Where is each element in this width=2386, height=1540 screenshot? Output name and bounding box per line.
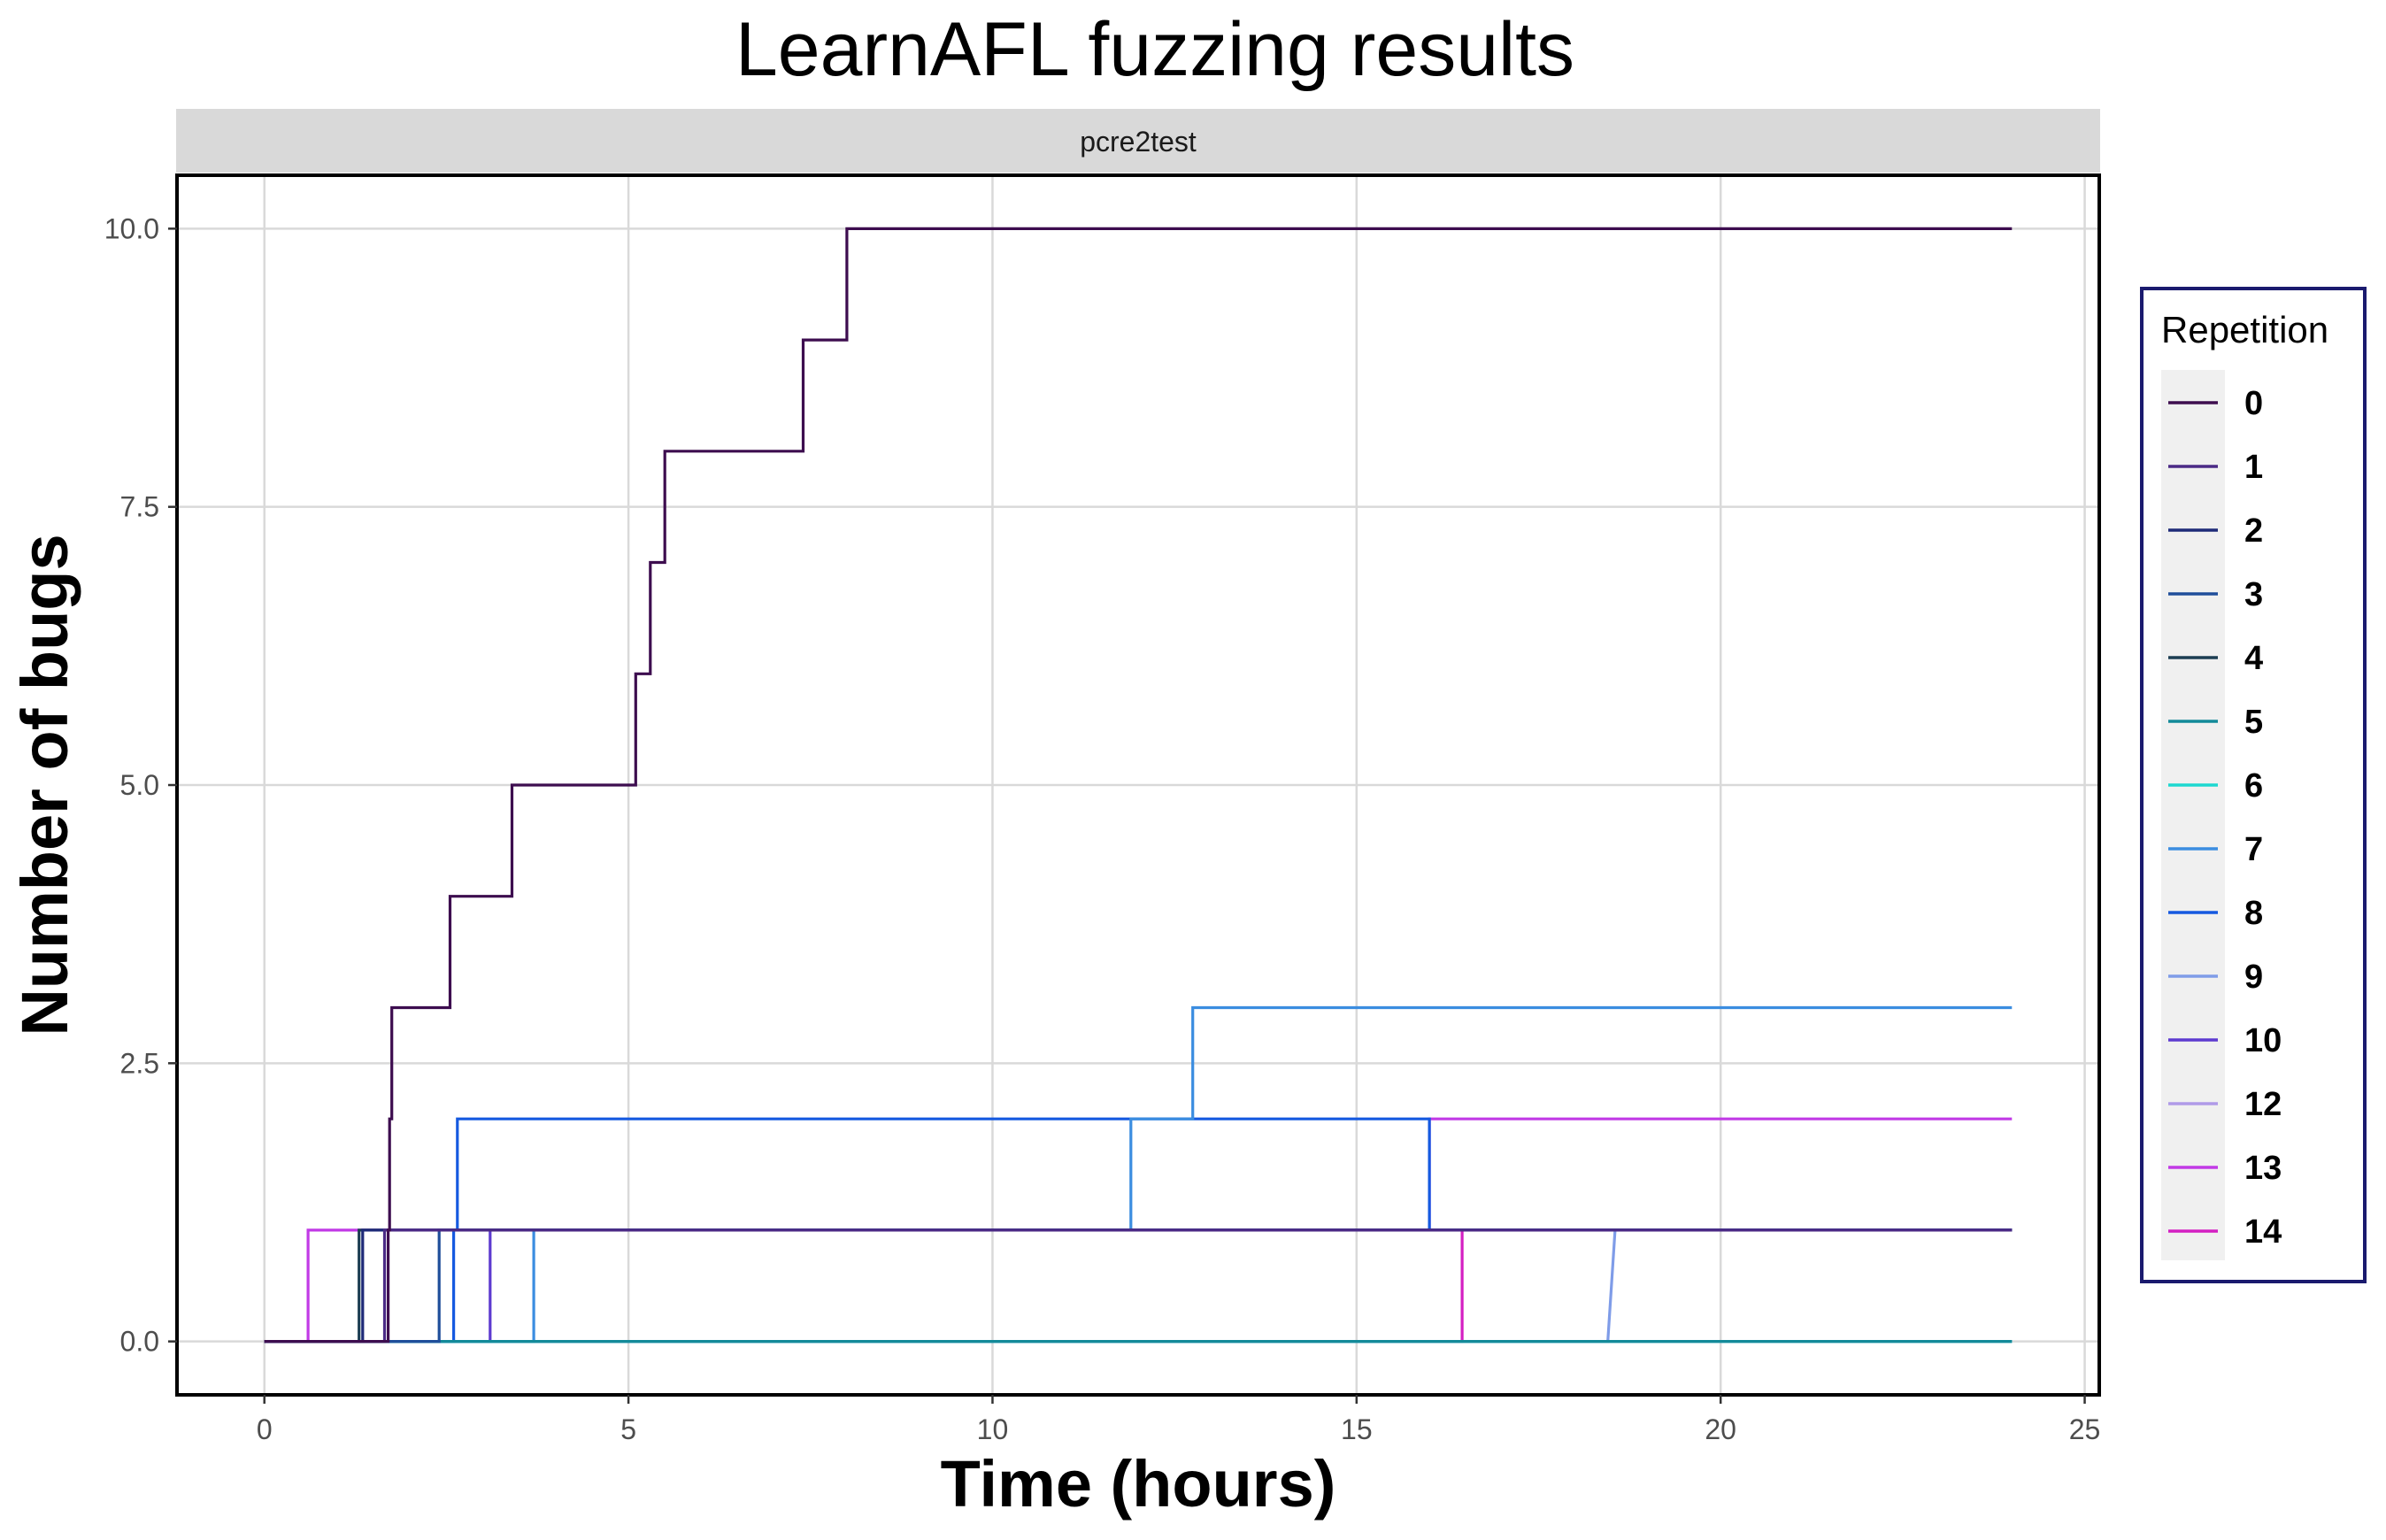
facet-strip — [176, 109, 2100, 173]
y-tick-label-3: 7.5 — [120, 491, 159, 523]
series-lines — [264, 227, 2013, 1344]
x-axis-ticks: 0 5 10 15 20 25 — [257, 1395, 2101, 1445]
legend-label-rep-8: 8 — [2244, 895, 2263, 932]
legend-label-rep-7: 7 — [2244, 831, 2263, 868]
legend-label-rep-12: 12 — [2244, 1086, 2282, 1123]
x-tick-label-1: 5 — [620, 1413, 636, 1445]
series-line-rep-7 — [264, 1005, 2013, 1344]
legend-label-rep-14: 14 — [2244, 1213, 2282, 1251]
facet-strip-label: pcre2test — [1080, 126, 1197, 158]
y-axis-title: Number of bugs — [8, 534, 81, 1036]
x-tick-label-3: 15 — [1341, 1413, 1373, 1445]
legend-label-rep-6: 6 — [2244, 767, 2263, 805]
x-tick-label-2: 10 — [977, 1413, 1009, 1445]
legend-label-rep-9: 9 — [2244, 959, 2263, 996]
y-axis-ticks: 0.0 2.5 5.0 7.5 10.0 — [104, 212, 177, 1358]
y-tick-label-1: 2.5 — [120, 1047, 159, 1079]
legend-label-rep-1: 1 — [2244, 449, 2263, 486]
legend-label-rep-2: 2 — [2244, 512, 2263, 550]
legend-label-rep-10: 10 — [2244, 1022, 2282, 1059]
chart-title: LearnAFL fuzzing results — [735, 7, 1574, 92]
y-tick-label-4: 10.0 — [104, 212, 159, 244]
y-tick-label-0: 0.0 — [120, 1326, 159, 1358]
legend-label-rep-3: 3 — [2244, 576, 2263, 613]
legend-title: Repetition — [2161, 309, 2328, 350]
series-line-rep-8 — [264, 1117, 2013, 1344]
legend-key-background — [2161, 370, 2225, 1260]
x-axis-title: Time (hours) — [941, 1447, 1336, 1521]
y-tick-label-2: 5.0 — [120, 769, 159, 801]
legend-label-rep-13: 13 — [2244, 1150, 2282, 1187]
legend-label-rep-4: 4 — [2244, 640, 2263, 677]
x-tick-label-5: 25 — [2069, 1413, 2101, 1445]
legend-label-rep-0: 0 — [2244, 385, 2263, 422]
x-tick-label-0: 0 — [257, 1413, 273, 1445]
series-line-rep-0 — [264, 227, 2013, 1344]
x-tick-label-4: 20 — [1705, 1413, 1736, 1445]
legend-label-rep-5: 5 — [2244, 704, 2263, 741]
